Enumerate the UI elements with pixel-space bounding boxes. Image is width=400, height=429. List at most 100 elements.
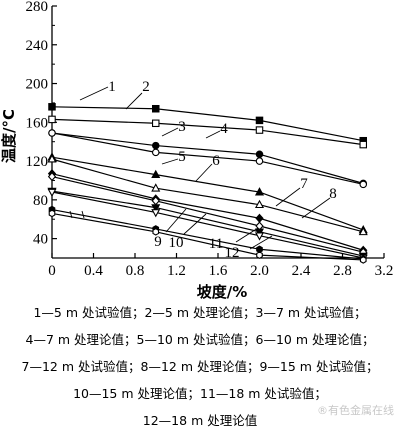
data-point — [151, 169, 161, 178]
series-label-4: 4 — [220, 121, 228, 137]
data-point — [152, 148, 160, 157]
y-axis-title: 温度/°C — [0, 109, 18, 163]
series-line-4 — [51, 132, 364, 185]
data-point — [255, 157, 264, 165]
data-point — [254, 228, 265, 237]
series-line-8 — [51, 176, 364, 253]
legend-line-3: 7—12 m 处试验值；8—12 m 处理论值；9—15 m 处试验值； — [21, 359, 379, 374]
data-point — [254, 187, 265, 196]
data-point — [152, 227, 160, 236]
label-leader-7 — [275, 187, 301, 207]
data-point — [255, 213, 264, 223]
data-point — [359, 180, 367, 189]
label-leader-8 — [301, 197, 331, 219]
series-line-7 — [51, 173, 364, 251]
series-11 — [48, 205, 367, 263]
y-tick-label: 240 — [26, 38, 49, 54]
legend-line-4: 10—15 m 处理论值；11—18 m 处试验值； — [73, 386, 327, 401]
label-leader-3 — [161, 127, 179, 137]
series-10 — [47, 188, 368, 263]
data-point — [48, 209, 56, 218]
series-label-10: 10 — [169, 235, 184, 251]
data-point — [47, 188, 57, 198]
data-point — [358, 226, 368, 236]
y-tick-label: 80 — [33, 193, 48, 209]
series-label-12: 12 — [225, 245, 240, 261]
y-tick-label: 280 — [26, 0, 49, 15]
label-leader-1 — [79, 86, 109, 101]
data-point — [48, 115, 56, 124]
series-label-5: 5 — [178, 149, 186, 165]
data-point — [254, 232, 265, 241]
label-leader-2 — [125, 92, 143, 110]
x-tick-label: 1.2 — [167, 263, 186, 279]
data-point — [152, 104, 160, 113]
series-label-11: 11 — [209, 236, 223, 252]
label-bracket — [81, 210, 85, 219]
data-point — [48, 103, 56, 111]
data-point — [151, 204, 161, 213]
series-6 — [47, 154, 368, 236]
series-1 — [48, 103, 367, 145]
data-point — [152, 119, 160, 128]
x-tick-label: 2.0 — [250, 263, 269, 279]
label-leader-9 — [165, 208, 187, 233]
series-label-6: 6 — [212, 153, 220, 169]
series-line-1 — [51, 106, 364, 142]
data-point — [255, 126, 264, 134]
series-2 — [48, 115, 367, 149]
label-leader-4 — [205, 130, 221, 139]
x-tick-label: 2.8 — [333, 263, 352, 279]
data-point — [47, 154, 57, 163]
y-tick-label: 160 — [26, 115, 49, 131]
series-line-10 — [51, 191, 364, 259]
series-4 — [48, 129, 367, 189]
series-line-3 — [51, 132, 364, 184]
data-point — [152, 141, 160, 150]
series-line-9 — [51, 190, 364, 257]
data-series — [47, 103, 368, 264]
data-point — [254, 199, 265, 209]
data-point — [151, 183, 161, 192]
legend-line-1: 1—5 m 处试验值；2—5 m 处理论值；3—7 m 处试验值； — [33, 305, 367, 320]
y-tick-label: 40 — [33, 232, 48, 248]
x-tick-label: 0 — [48, 263, 56, 279]
data-point — [48, 129, 56, 137]
y-axis-ticks: 40 80 120 160 200 240 280 — [26, 0, 57, 259]
x-tick-label: 2.4 — [292, 263, 311, 279]
data-point — [256, 251, 263, 259]
series-label-2: 2 — [142, 79, 150, 95]
data-point — [359, 140, 367, 149]
line-chart: 0 0.4 0.8 1.2 1.6 2.0 2.4 2.8 3.2 40 80 120 160 200 2… — [0, 0, 393, 300]
y-tick-label: 200 — [26, 77, 49, 93]
series-label-9: 9 — [154, 234, 162, 250]
series-label-8: 8 — [329, 186, 337, 202]
data-point — [255, 150, 264, 159]
x-tick-label: 3.2 — [375, 263, 394, 279]
label-leader-11 — [235, 227, 259, 243]
x-axis-ticks: 0 0.4 0.8 1.2 1.6 2.0 2.4 2.8 3.2 — [48, 253, 393, 279]
label-bracket — [69, 210, 73, 219]
data-point — [359, 256, 367, 264]
series-line-11 — [51, 208, 364, 260]
label-leader-6 — [195, 163, 213, 182]
series-line-2 — [51, 118, 364, 146]
y-tick-label: 120 — [26, 154, 49, 170]
series-label-3: 3 — [178, 119, 186, 135]
legend-line-2: 4—7 m 处理论值；5—10 m 处试验值；6—10 m 处理论值； — [25, 332, 375, 347]
series-line-6 — [51, 158, 364, 233]
series-label-7: 7 — [300, 176, 308, 192]
data-point — [255, 116, 264, 125]
series-label-1: 1 — [108, 79, 116, 95]
data-point — [47, 171, 57, 182]
x-tick-label: 0.8 — [126, 263, 145, 279]
data-point — [151, 209, 161, 218]
label-leader-10 — [183, 213, 207, 235]
label-leader-12 — [249, 235, 273, 250]
x-axis-title: 坡度/% — [197, 283, 248, 300]
label-leader-5 — [161, 158, 179, 165]
series-line-12 — [51, 212, 364, 261]
series-12 — [48, 209, 367, 264]
watermark: ®有色金属在线 — [317, 404, 394, 417]
